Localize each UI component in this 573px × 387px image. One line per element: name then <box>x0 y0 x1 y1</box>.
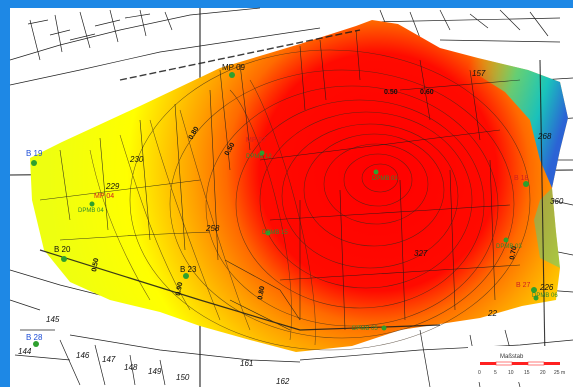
lot-number: 147 <box>102 355 116 364</box>
measuring-point-marker[interactable] <box>259 150 265 156</box>
lot-number: 258 <box>205 224 220 233</box>
lot-number: 230 <box>129 155 144 164</box>
scale-tick: 10 <box>508 370 514 376</box>
heat-field <box>30 20 568 352</box>
measuring-point-marker[interactable] <box>229 72 235 78</box>
isoline-label: 0.60 <box>420 89 434 96</box>
lot-number: 327 <box>414 249 428 258</box>
borehole-label: B 18 <box>514 175 529 182</box>
dpmb-label: DPMB 05 <box>352 326 378 332</box>
lot-number: 268 <box>537 132 552 141</box>
dpmb-label: DPMB 12 <box>246 154 272 160</box>
scale-tick: 15 <box>524 370 530 376</box>
lot-numbers: 230 229 258 157 268 360 327 226 145 144 … <box>18 69 564 386</box>
lot-number: 157 <box>472 69 486 78</box>
dpmb-label: DPMB 04 <box>78 208 104 214</box>
lot-number: 162 <box>276 377 290 386</box>
measuring-point-label: MP 07 <box>246 137 266 144</box>
isoline-label: 0.50 <box>384 89 398 96</box>
dpmb-label: DPMB 01 <box>372 176 398 182</box>
borehole-marker[interactable] <box>523 181 529 187</box>
dpmb-label: DPMB 06 <box>532 293 558 299</box>
lot-number: 161 <box>240 359 253 368</box>
borehole-label: B 28 <box>26 333 43 342</box>
lot-number: 229 <box>105 182 120 191</box>
isoline-label: 0.70 <box>509 246 518 261</box>
dpmb-marker[interactable] <box>503 237 509 243</box>
scale-bar-segment <box>512 362 528 365</box>
borehole-marker[interactable] <box>531 287 537 293</box>
measuring-point-label: MP 04 <box>94 193 114 200</box>
isoline-label: 0.50 <box>91 258 100 273</box>
lot-number: 150 <box>176 373 190 382</box>
dpmb-marker[interactable] <box>533 295 539 301</box>
lot-number: 22 <box>487 309 497 318</box>
lot-number: 360 <box>550 197 564 206</box>
lot-number: 146 <box>76 351 90 360</box>
dpmb-marker[interactable] <box>265 230 271 236</box>
measuring-point-marker[interactable] <box>89 201 95 207</box>
borehole-marker[interactable] <box>33 341 39 347</box>
parcel-boundaries <box>39 29 546 361</box>
borehole-marker[interactable] <box>61 256 67 262</box>
dpmb-label: DPMB 03 <box>496 244 522 250</box>
sampling-points: B 19 B 20 B 23 B 28 B 27 B 18 MP 09 MP 0… <box>26 63 558 347</box>
lot-number: 148 <box>124 363 138 372</box>
borehole-label: B 23 <box>180 265 197 274</box>
scale-bar-segment <box>544 362 560 365</box>
scale-tick: 0 <box>478 370 481 376</box>
measuring-point-label: MP 09 <box>222 63 246 72</box>
scale-tick: 5 <box>494 370 497 376</box>
dpmb-marker[interactable] <box>373 169 379 175</box>
scale-bar-segment <box>480 362 496 365</box>
scale-bar-segment <box>527 361 545 366</box>
borehole-label: B 27 <box>516 282 531 289</box>
scale-bar-segment <box>495 361 513 366</box>
borehole-marker[interactable] <box>183 273 189 279</box>
borehole-label: B 19 <box>26 149 43 158</box>
scale-bar: Maßstab 0 5 10 15 20 25 m <box>468 346 570 382</box>
borehole-marker[interactable] <box>31 160 37 166</box>
scale-bar-title: Maßstab <box>500 354 524 360</box>
lot-number: 145 <box>46 315 60 324</box>
lot-number: 226 <box>539 283 554 292</box>
scale-tick: 25 m <box>554 370 565 376</box>
lot-number: 149 <box>148 367 162 376</box>
borehole-label: B 20 <box>54 245 71 254</box>
dpmb-marker[interactable] <box>381 325 387 331</box>
isoline-label: 0.80 <box>257 286 266 301</box>
scale-tick: 20 <box>540 370 546 376</box>
isoline-label: 0.90 <box>175 282 184 297</box>
lot-number: 144 <box>18 347 32 356</box>
dpmb-label: DPMB 15 <box>262 230 288 236</box>
